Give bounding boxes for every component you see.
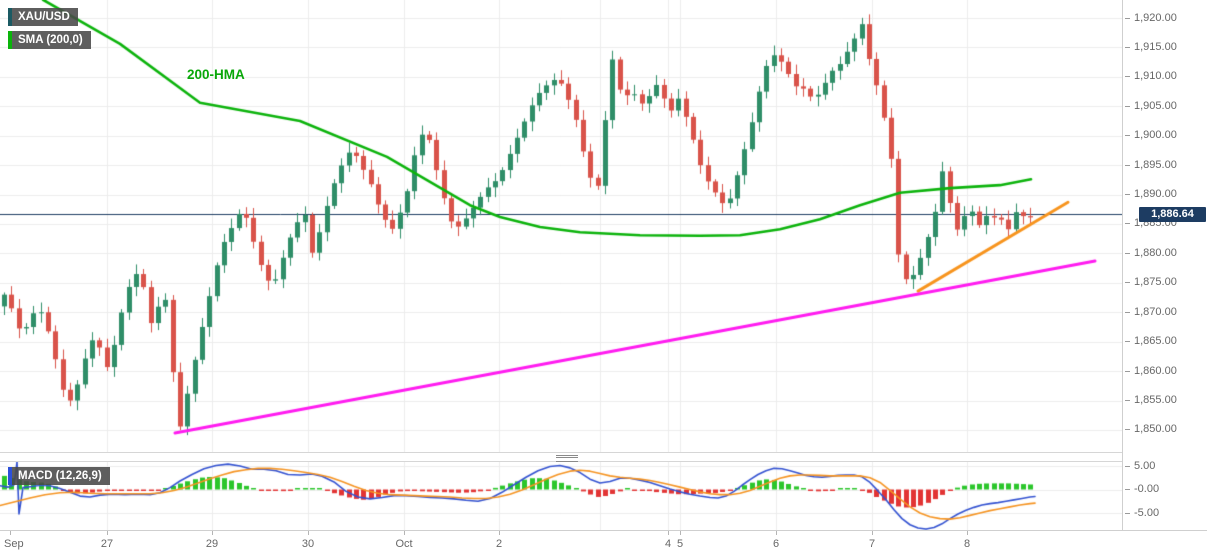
price-tick-mark <box>1125 46 1130 48</box>
time-tick-label: 8 <box>963 538 971 550</box>
symbol-badge[interactable]: XAU/USD <box>8 8 78 26</box>
price-tick-label: 1,900.00 <box>1125 129 1177 142</box>
macd-tick-mark <box>1125 512 1130 514</box>
price-tick-label: 1,865.00 <box>1125 335 1177 348</box>
macd-tick-mark <box>1125 489 1130 490</box>
macd-indicator-canvas[interactable] <box>0 462 1122 530</box>
time-tick-mark <box>967 531 968 535</box>
macd-tick-label: 5.00 <box>1125 460 1155 473</box>
macd-tick-mark <box>1125 465 1130 467</box>
price-tick-label: 1,880.00 <box>1125 247 1177 260</box>
time-tick-label: Sep <box>4 538 24 550</box>
price-axis[interactable] <box>1122 0 1207 530</box>
main-price-chart-canvas[interactable] <box>0 0 1122 452</box>
time-tick-mark <box>10 531 11 535</box>
time-tick-label: Oct <box>395 538 413 550</box>
price-tick-label: 1,870.00 <box>1125 306 1177 319</box>
price-tick-label: 1,855.00 <box>1125 394 1177 407</box>
current-price-badge: 1,886.64 <box>1139 206 1206 222</box>
macd-indicator-badge[interactable]: MACD (12,26,9) <box>8 467 110 485</box>
price-tick-label: 1,920.00 <box>1125 12 1177 25</box>
price-tick-label: 1,910.00 <box>1125 70 1177 83</box>
macd-tick-label: -0.00 <box>1125 483 1159 496</box>
time-tick-label: 4 <box>664 538 672 550</box>
price-tick-mark <box>1125 429 1130 431</box>
panel-resize-handle-icon[interactable] <box>556 455 578 462</box>
price-tick-label: 1,875.00 <box>1125 276 1177 289</box>
price-tick-label: 1,915.00 <box>1125 41 1177 54</box>
time-tick-mark <box>107 531 108 535</box>
time-axis[interactable]: Sep 27 29 30 Oct 2 4 5 6 7 8 <box>0 530 1207 555</box>
price-tick-label: 1,890.00 <box>1125 188 1177 201</box>
price-tick-mark <box>1125 194 1130 196</box>
price-tick-mark <box>1125 252 1130 254</box>
price-tick-label: 1,860.00 <box>1125 365 1177 378</box>
time-tick-mark <box>404 531 405 535</box>
price-tick-mark <box>1125 223 1130 225</box>
price-tick-label: 1,895.00 <box>1125 159 1177 172</box>
time-tick-mark <box>212 531 213 535</box>
time-tick-mark <box>776 531 777 535</box>
time-tick-label: 6 <box>772 538 780 550</box>
time-tick-mark <box>668 531 669 535</box>
price-tick-mark <box>1125 76 1130 78</box>
price-tick-mark <box>1125 164 1130 166</box>
time-tick-mark <box>872 531 873 535</box>
sma-indicator-badge[interactable]: SMA (200,0) <box>8 31 91 49</box>
time-tick-label: 7 <box>868 538 876 550</box>
hma-annotation-label: 200-HMA <box>187 67 245 82</box>
time-tick-label: 30 <box>301 538 315 550</box>
price-tick-label: 1,905.00 <box>1125 100 1177 113</box>
price-tick-mark <box>1125 135 1130 137</box>
price-tick-mark <box>1125 17 1130 19</box>
time-tick-label: 2 <box>495 538 503 550</box>
price-tick-mark <box>1125 400 1130 402</box>
time-tick-label: 27 <box>100 538 114 550</box>
price-tick-mark <box>1125 105 1130 107</box>
macd-tick-label: -5.00 <box>1125 507 1159 520</box>
time-tick-mark <box>499 531 500 535</box>
price-tick-mark <box>1125 370 1130 372</box>
time-tick-mark <box>680 531 681 535</box>
price-tick-mark <box>1125 311 1130 313</box>
time-tick-label: 29 <box>205 538 219 550</box>
time-tick-mark <box>308 531 309 535</box>
panel-separator <box>0 452 1207 462</box>
time-tick-label: 5 <box>676 538 684 550</box>
price-tick-mark <box>1125 282 1130 284</box>
price-tick-label: 1,850.00 <box>1125 423 1177 436</box>
price-tick-mark <box>1125 341 1130 343</box>
